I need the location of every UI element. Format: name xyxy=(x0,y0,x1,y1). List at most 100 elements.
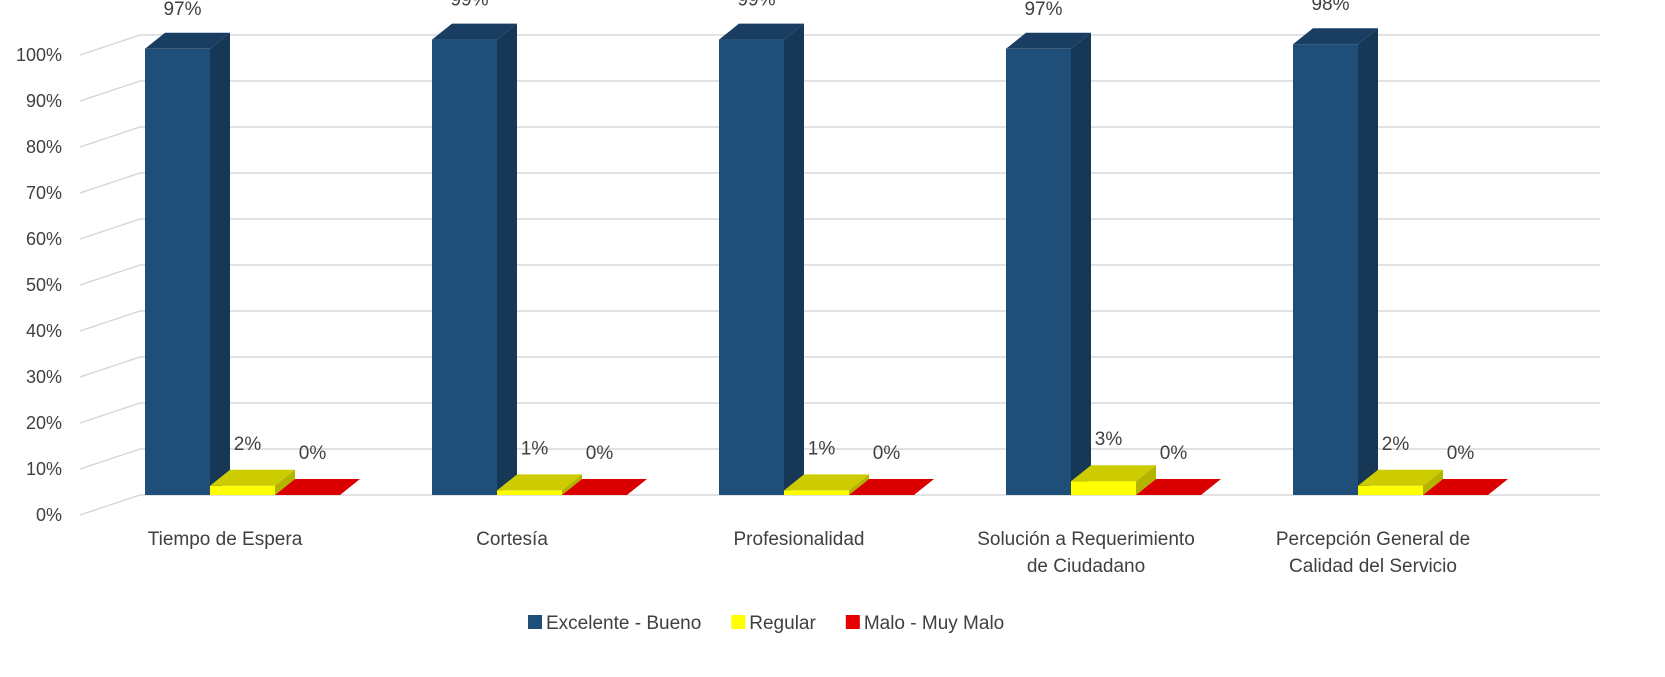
data-label: 97% xyxy=(163,0,201,20)
bars xyxy=(145,23,1508,496)
bar-3 xyxy=(1136,479,1221,495)
x-axis-ticks: Tiempo de Espera Cortesía Profesionalidad S… xyxy=(148,529,1470,577)
bar-2 xyxy=(1358,469,1443,495)
y-tick-label: 0% xyxy=(36,505,62,525)
gridline-diagonal xyxy=(79,448,141,470)
y-tick-label: 20% xyxy=(26,413,62,433)
bar-2 xyxy=(210,469,295,495)
bar-front xyxy=(210,485,275,495)
x-tick-label: Solución a Requerimiento xyxy=(977,529,1195,550)
bar-top xyxy=(1071,465,1156,482)
bar-side xyxy=(1071,32,1091,496)
bar-top xyxy=(719,23,804,40)
bar-front xyxy=(145,48,210,496)
data-label: 0% xyxy=(873,443,901,464)
bar-top xyxy=(497,474,582,491)
bar-top xyxy=(1006,32,1091,49)
bar-1 xyxy=(145,32,230,496)
gridline-diagonal xyxy=(79,80,141,102)
y-tick-label: 10% xyxy=(26,459,62,479)
legend-swatch xyxy=(845,615,860,629)
gridline-diagonal xyxy=(79,402,141,424)
bar-3 xyxy=(562,479,647,495)
bar-side xyxy=(1423,469,1443,495)
y-tick-label: 50% xyxy=(26,275,62,295)
bar-front xyxy=(1071,481,1136,495)
legend-swatch xyxy=(528,615,542,629)
y-axis-ticks: 0% 10% 20% 30% 40% 50% 60% 70% 80% 90% 100% xyxy=(16,45,62,525)
x-tick-label: Calidad del Servicio xyxy=(1289,556,1457,577)
y-tick-label: 60% xyxy=(26,229,62,249)
x-tick-label: Percepción General de xyxy=(1276,529,1470,550)
bar-side xyxy=(210,32,230,496)
x-tick-label: Cortesía xyxy=(476,529,548,550)
y-tick-label: 80% xyxy=(26,137,62,157)
y-tick-label: 40% xyxy=(26,321,62,341)
data-label: 0% xyxy=(586,443,614,464)
bar-side xyxy=(1358,28,1378,495)
data-label: 99% xyxy=(737,0,775,11)
bar-1 xyxy=(432,23,517,495)
bar-top xyxy=(275,479,360,495)
bar-1 xyxy=(1006,32,1091,496)
bar-top xyxy=(1358,469,1443,486)
bar-top xyxy=(432,23,517,40)
data-label: 1% xyxy=(808,438,836,459)
bar-2 xyxy=(784,474,869,495)
gridline-diagonal xyxy=(79,172,141,194)
bar-front xyxy=(1006,48,1071,496)
x-tick-label: de Ciudadano xyxy=(1027,556,1145,577)
data-label: 3% xyxy=(1095,429,1123,450)
data-label: 0% xyxy=(299,443,327,464)
y-tick-label: 90% xyxy=(26,91,62,111)
bar-side xyxy=(497,23,517,495)
bar-front xyxy=(1358,485,1423,495)
bar-front xyxy=(784,490,849,495)
data-label: 2% xyxy=(234,434,262,455)
gridline-diagonal xyxy=(79,126,141,148)
gridline-diagonal xyxy=(79,218,141,240)
x-tick-label: Profesionalidad xyxy=(734,529,865,550)
gridline-diagonal xyxy=(79,264,141,286)
bar-top xyxy=(1293,28,1378,45)
gridline-diagonal xyxy=(79,494,141,516)
bar-top xyxy=(1423,479,1508,495)
bar-side xyxy=(1136,465,1156,495)
bar-front xyxy=(719,39,784,495)
bar-3 xyxy=(275,479,360,495)
data-labels: 97% 2% 0% 99% 1% 0% 99% 1% 0% 97% 3% 0% 98% 2% 0% xyxy=(163,0,1474,464)
bar-side xyxy=(784,23,804,495)
data-label: 97% xyxy=(1024,0,1062,20)
legend-swatch xyxy=(731,615,746,629)
bar-3 xyxy=(849,479,934,495)
bar-side xyxy=(275,469,295,495)
bar-2 xyxy=(497,474,582,495)
legend-entry-label: Malo - Muy Malo xyxy=(864,613,1004,634)
gridline-diagonal xyxy=(79,34,141,56)
data-label: 0% xyxy=(1447,443,1475,464)
data-label: 1% xyxy=(521,438,549,459)
bar-top xyxy=(784,474,869,491)
data-label: 99% xyxy=(450,0,488,11)
bar-2 xyxy=(1071,465,1156,495)
bar-1 xyxy=(1293,28,1378,495)
data-label: 98% xyxy=(1311,0,1349,15)
legend-entry-label: Excelente - Bueno xyxy=(546,613,701,634)
bar-side xyxy=(562,474,582,495)
x-tick-label: Tiempo de Espera xyxy=(148,529,303,550)
bar-1 xyxy=(719,23,804,495)
y-tick-label: 100% xyxy=(16,45,62,65)
data-label: 2% xyxy=(1382,434,1410,455)
legend-entry-label: Regular xyxy=(749,613,816,634)
bar-top xyxy=(210,469,295,486)
gridline-diagonal xyxy=(79,310,141,332)
bar-front xyxy=(497,490,562,495)
gridline-diagonal xyxy=(79,356,141,378)
legend: Excelente - Bueno Regular Malo - Muy Malo xyxy=(528,613,1004,634)
bar-front xyxy=(1293,44,1358,495)
bar-top xyxy=(1136,479,1221,495)
bar-top xyxy=(562,479,647,495)
bar-3 xyxy=(1423,479,1508,495)
